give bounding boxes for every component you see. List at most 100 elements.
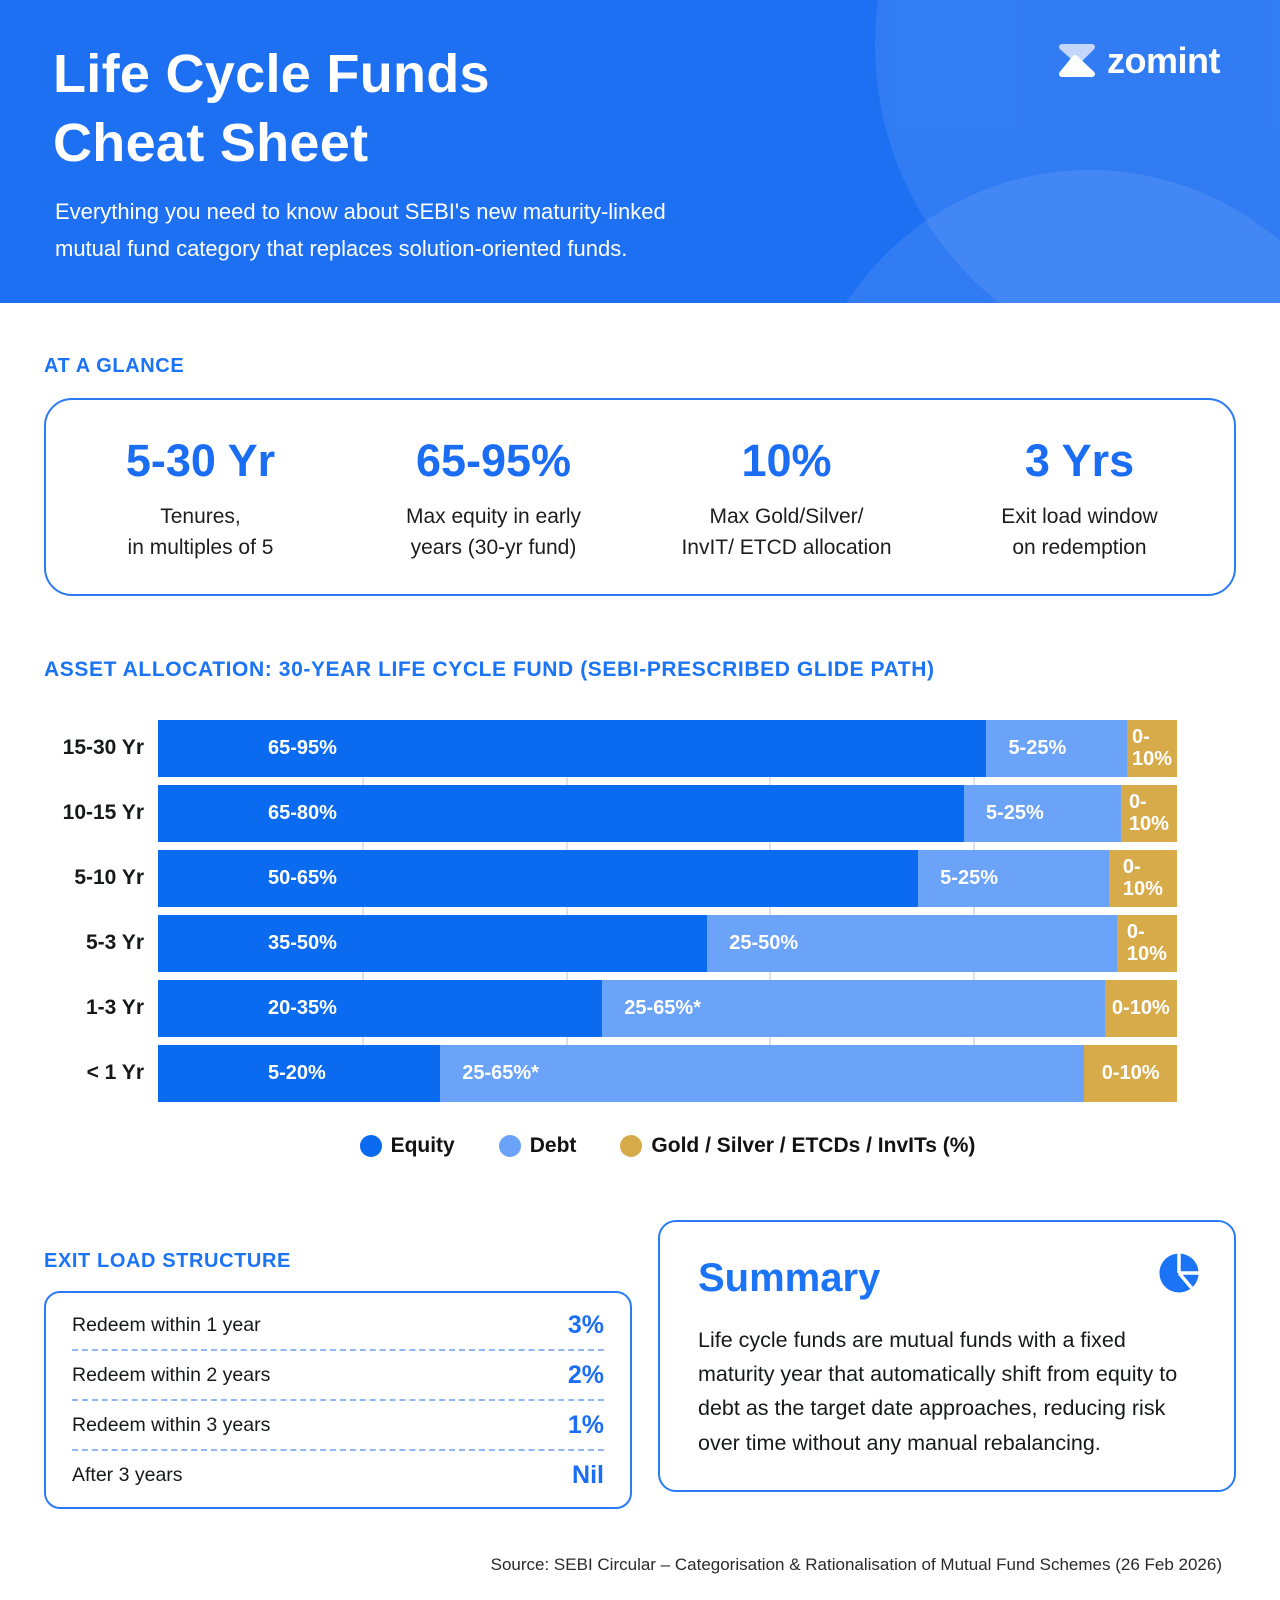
legend-dot-icon [498,1134,521,1157]
bar-segment-equity: 35-50% [158,914,708,972]
bar-segment-gold: 0- 10% [1108,849,1177,907]
exit-load-value: 1% [567,1410,604,1439]
gridline [973,719,976,1102]
bar-segment-gold: 0- 10% [1127,719,1177,777]
row-label: 10-15 Yr [62,801,144,824]
bar-segment-label: 0- 10% [1131,725,1173,770]
bar-segment-equity: 5-20% [158,1044,441,1102]
exit-load-label: Redeem within 3 years [72,1413,271,1436]
bar-segment-label: 0- 10% [1122,855,1163,900]
bar-segment-label: 25-65%* [462,1061,539,1084]
chart-title: ASSET ALLOCATION: 30-YEAR LIFE CYCLE FUN… [44,657,935,681]
glance-stat: 65-95% Max equity in early years (30-yr f… [347,436,640,564]
exit-load-heading: EXIT LOAD STRUCTURE [44,1249,291,1272]
row-label: 1-3 Yr [86,996,144,1019]
bar-segment-label: 50-65% [268,866,337,889]
bar-track: 65-80% 5-25% 0- 10% [158,784,1177,842]
stat-label: Max Gold/Silver/ InvIT/ ETCD allocation [681,504,892,560]
bar-segment-label: 65-95% [268,736,337,759]
bottom-section: EXIT LOAD STRUCTURE Redeem within 1 year… [44,1219,1236,1509]
bar-segment-equity: 20-35% [158,979,603,1037]
gridline [769,719,772,1102]
gridlines [158,719,1177,1102]
row-label: 15-30 Yr [62,736,144,759]
row-label: < 1 Yr [86,1061,144,1084]
pie-chart-icon [1156,1250,1202,1301]
hero-banner: zomint Life Cycle Funds Cheat Sheet Ever… [0,0,1280,303]
glance-stat: 5-30 Yr Tenures, in multiples of 5 [54,436,347,564]
hourglass-logo-icon [1057,41,1097,81]
stat-label: Max equity in early years (30-yr fund) [405,504,582,560]
exit-load-value: Nil [572,1460,604,1489]
bar-segment-label: 5-25% [940,866,998,889]
summary-heading: Summary [698,1255,881,1300]
exit-load-value: 2% [567,1360,604,1389]
summary-text: Life cycle funds are mutual funds with a… [698,1327,1178,1455]
bar-segment-debt: 25-50% [707,914,1117,972]
asset-allocation-section: ASSET ALLOCATION: 30-YEAR LIFE CYCLE FUN… [44,658,1236,1158]
bar-segment-label: 0-10% [1101,1061,1160,1084]
exit-load-label: Redeem within 1 year [72,1313,261,1336]
stat-label: Exit load window on redemption [1001,504,1158,560]
bar-segment-label: 5-25% [986,801,1044,824]
legend-item: Debt [498,1134,576,1158]
exit-load-row: Redeem within 2 years 2% [72,1351,604,1401]
gridline [361,719,364,1102]
stat-label: Tenures, in multiples of 5 [127,504,274,560]
glance-heading: AT A GLANCE [44,355,185,377]
bar-segment-gold: 0- 10% [1120,784,1177,842]
stat-value: 3 Yrs [1024,435,1135,486]
bar-segment-label: 0- 10% [1126,920,1167,965]
bar-segment-label: 5-20% [268,1061,326,1084]
bar-segment-label: 5-25% [1008,736,1067,759]
bar-track: 20-35% 25-65%* 0-10% [158,979,1177,1037]
chart-row: 1-3 Yr 20-35% 25-65%* 0-10% [44,979,1236,1037]
bar-track: 65-95% 5-25% 0- 10% [158,719,1177,777]
glance-stat: 3 Yrs Exit load window on redemption [933,436,1226,564]
bar-segment-label: 0-10% [1111,996,1170,1019]
bar-segment-debt: 5-25% [918,849,1109,907]
page-title: Life Cycle Funds Cheat Sheet [53,44,490,174]
chart-row: 15-30 Yr 65-95% 5-25% 0- 10% [44,719,1236,777]
bar-segment-label: 25-50% [729,931,799,954]
chart-row: 10-15 Yr 65-80% 5-25% 0- 10% [44,784,1236,842]
bar-segment-debt: 5-25% [964,784,1121,842]
bar-segment-label: 20-35% [268,996,337,1019]
source-note: Source: SEBI Circular – Categorisation &… [490,1554,1222,1574]
bar-segment-debt: 25-65%* [602,979,1105,1037]
exit-rows: Redeem within 1 year 3% Redeem within 2 ye… [44,1290,632,1509]
row-label: 5-3 Yr [86,931,144,954]
bar-track: 50-65% 5-25% 0- 10% [158,849,1177,907]
bar-segment-label: 35-50% [268,931,337,954]
brand-name: zomint [1107,40,1220,81]
exit-load-row: After 3 years Nil [72,1451,604,1499]
brand-logo: zomint [1057,40,1220,82]
bar-segment-debt: 25-65%* [440,1044,1085,1102]
bar-segment-equity: 65-80% [158,784,965,842]
glance-section: AT A GLANCE 5-30 Yr Tenures, in multiples… [44,355,1236,596]
exit-load-label: Redeem within 2 years [72,1363,271,1386]
chart-row: < 1 Yr 5-20% 25-65%* 0-10% [44,1044,1236,1102]
stat-value: 65-95% [415,435,572,486]
bar-segment-gold: 0-10% [1084,1044,1177,1102]
exit-load-value: 3% [567,1310,604,1339]
bar-segment-gold: 0- 10% [1116,914,1177,972]
chart-rows: 15-30 Yr 65-95% 5-25% 0- 10% 10-15 Yr 65-80% 5… [44,719,1236,1102]
legend-label: Gold / Silver / ETCDs / InvITs (%) [651,1133,976,1157]
legend-dot-icon [359,1134,382,1157]
bar-segment-equity: 65-95% [158,719,987,777]
exit-load-section: EXIT LOAD STRUCTURE Redeem within 1 year… [44,1220,632,1509]
chart-row: 5-10 Yr 50-65% 5-25% 0- 10% [44,849,1236,907]
bar-track: 35-50% 25-50% 0- 10% [158,914,1177,972]
legend-item: Equity [359,1134,455,1158]
bar-segment-debt: 5-25% [986,719,1128,777]
exit-load-row: Redeem within 3 years 1% [72,1401,604,1451]
glance-stat: 10% Max Gold/Silver/ InvIT/ ETCD allocati… [640,436,933,564]
summary-card: Summary Life cycle funds are mutual fund… [658,1219,1236,1493]
gridline [565,719,568,1102]
legend-item: Gold / Silver / ETCDs / InvITs (%) [620,1134,975,1158]
row-label: 5-10 Yr [74,866,144,889]
chart-row: 5-3 Yr 35-50% 25-50% 0- 10% [44,914,1236,972]
bar-segment-gold: 0-10% [1104,979,1177,1037]
